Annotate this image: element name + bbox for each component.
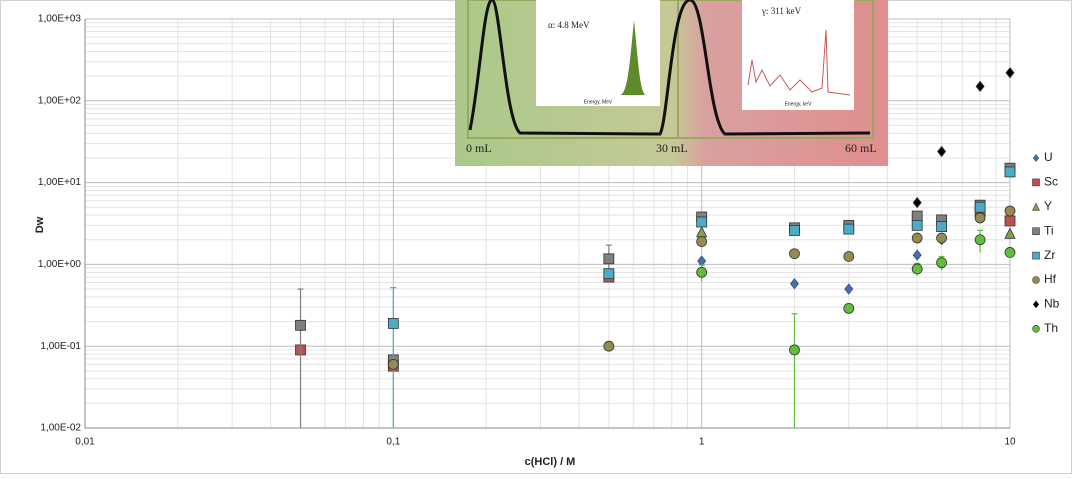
marker	[911, 210, 923, 222]
inset-label-60: 60 mL	[845, 141, 877, 155]
x-tick-label: 0,1	[386, 437, 400, 448]
x-tick-label: 10	[1004, 437, 1016, 448]
marker	[1004, 227, 1016, 239]
inset-alpha-label: α: 4.8 MeV	[548, 20, 590, 30]
marker	[1004, 205, 1016, 217]
legend-label: Sc	[1044, 175, 1058, 189]
y-tick-label: 1,00E+02	[38, 95, 82, 106]
y-axis-title: Dw	[34, 216, 46, 233]
marker	[696, 216, 708, 228]
marker	[1004, 215, 1016, 227]
marker	[789, 225, 800, 236]
marker	[387, 358, 399, 370]
marker	[696, 225, 708, 238]
legend-marker	[1032, 178, 1040, 187]
legend-marker	[1032, 154, 1040, 162]
inset-label-0: 0 mL	[466, 141, 492, 155]
legend-marker	[1032, 300, 1040, 309]
legend-label: Zr	[1044, 248, 1055, 262]
inset-label-30: 30 mL	[656, 141, 688, 155]
inset-gamma-panel	[742, 0, 854, 110]
marker	[974, 212, 986, 224]
marker	[936, 232, 947, 244]
legend-label: Y	[1044, 199, 1052, 213]
marker	[843, 223, 855, 235]
marker	[295, 319, 306, 331]
inset-gamma-label: γ: 311 keV	[761, 6, 802, 16]
marker	[603, 253, 615, 265]
legend-marker	[1032, 202, 1040, 211]
legend-marker	[1032, 227, 1040, 235]
marker	[936, 257, 947, 269]
marker	[844, 283, 854, 295]
marker	[843, 302, 855, 314]
legend-marker	[1032, 276, 1040, 284]
inset-image: α: 4.8 MeV Energy, MeV γ: 311 keV Energy…	[455, 0, 888, 166]
inset-gamma-spectrum	[747, 29, 851, 96]
marker	[387, 317, 399, 329]
marker	[696, 266, 708, 278]
y-tick-label: 1,00E+01	[38, 177, 82, 188]
marker	[974, 234, 986, 246]
y-tick-label: 1,00E-02	[40, 423, 81, 434]
marker	[696, 236, 708, 247]
legend-marker	[1032, 325, 1040, 333]
legend-label: Ti	[1044, 223, 1054, 237]
marker	[1005, 67, 1015, 79]
legend-label: Hf	[1044, 272, 1057, 286]
x-axis-title: c(HCl) / M	[525, 456, 576, 468]
y-tick-label: 1,00E-01	[40, 341, 81, 352]
inset-alpha-axis: Energy, MeV	[584, 99, 613, 105]
marker	[789, 248, 800, 260]
marker	[937, 145, 947, 158]
y-tick-label: 1,00E+03	[38, 14, 82, 25]
marker	[843, 251, 855, 262]
x-tick-label: 0,01	[75, 437, 95, 448]
marker	[603, 340, 615, 352]
y-tick-label: 1,00E+00	[38, 259, 82, 270]
legend-label: Nb	[1044, 297, 1060, 311]
legend-label: U	[1044, 150, 1053, 164]
marker	[603, 268, 615, 280]
marker	[975, 80, 985, 93]
marker	[912, 249, 922, 261]
marker	[911, 232, 923, 244]
legend-label: Th	[1044, 321, 1058, 335]
marker	[936, 221, 947, 232]
marker	[974, 201, 986, 213]
marker	[1004, 166, 1016, 178]
marker	[911, 263, 923, 275]
inset-chromatogram	[468, 0, 871, 136]
inset-gamma-axis: Energy, keV	[785, 101, 813, 107]
legend-marker	[1032, 251, 1040, 260]
x-tick-label: 1	[699, 437, 705, 448]
marker	[789, 278, 799, 290]
marker	[1004, 247, 1016, 258]
marker	[789, 344, 800, 356]
legend: U Sc Y Ti Zr Hf Nb Th	[1032, 150, 1060, 335]
inset-frame	[467, 0, 874, 139]
marker	[911, 219, 923, 231]
marker	[912, 196, 922, 209]
inset-alpha-peak	[560, 20, 646, 95]
